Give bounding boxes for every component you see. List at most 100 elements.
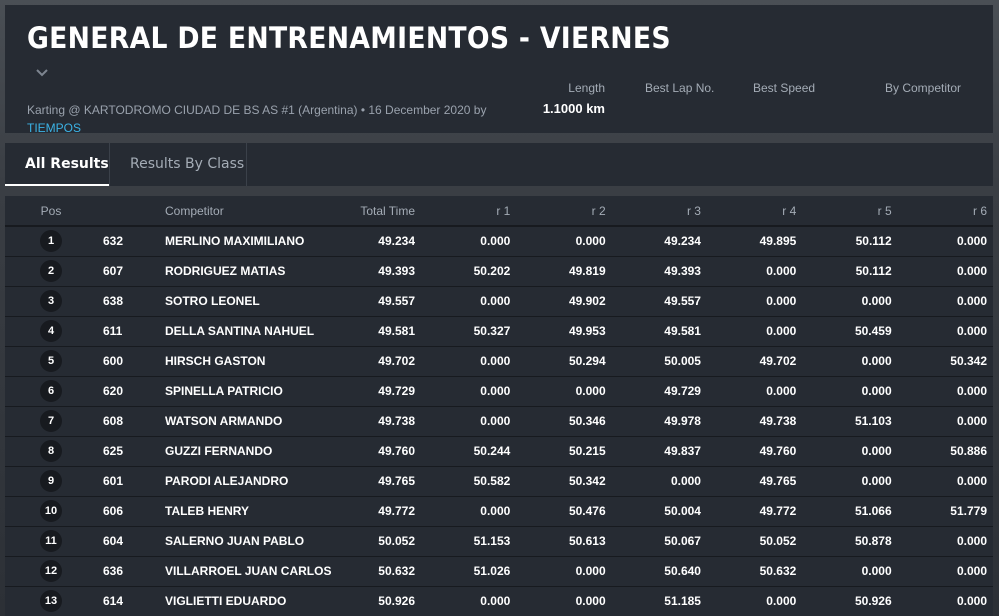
tab-results-by-class[interactable]: Results By Class — [109, 143, 247, 186]
header-pos[interactable]: Pos — [5, 196, 97, 227]
table-row[interactable]: 9 601 PARODI ALEJANDRO 49.765 50.582 50.342 0.… — [5, 466, 993, 497]
results-table: Pos Competitor Total Time r 1 r 2 r 3 r … — [5, 196, 993, 616]
header-total-time[interactable]: Total Time — [349, 196, 421, 227]
cell-competitor[interactable]: HIRSCH GASTON — [159, 346, 349, 377]
cell-r3: 50.004 — [611, 496, 707, 527]
table-row[interactable]: 3 638 SOTRO LEONEL 49.557 0.000 49.902 49.557 0… — [5, 286, 993, 317]
cell-r5: 50.112 — [802, 256, 898, 287]
event-header: GENERAL DE ENTRENAMIENTOS - VIERNES Kart… — [5, 5, 993, 135]
cell-total-time: 49.234 — [349, 226, 421, 257]
cell-pos: 10 — [5, 496, 97, 527]
cell-competitor[interactable]: TALEB HENRY — [159, 496, 349, 527]
cell-r1: 50.327 — [421, 316, 517, 347]
cell-pos: 8 — [5, 436, 97, 467]
table-row[interactable]: 11 604 SALERNO JUAN PABLO 50.052 51.153 50.61… — [5, 526, 993, 557]
table-header-row: Pos Competitor Total Time r 1 r 2 r 3 r … — [5, 196, 993, 227]
cell-r2: 49.819 — [516, 256, 612, 287]
cell-total-time: 49.702 — [349, 346, 421, 377]
table-row[interactable]: 13 614 VIGLIETTI EDUARDO 50.926 0.000 0.000 51… — [5, 586, 993, 616]
cell-kart-number: 632 — [97, 226, 159, 257]
cell-r1: 51.153 — [421, 526, 517, 557]
table-row[interactable]: 2 607 RODRIGUEZ MATIAS 49.393 50.202 49.819 49… — [5, 256, 993, 287]
cell-competitor[interactable]: GUZZI FERNANDO — [159, 436, 349, 467]
header-r5[interactable]: r 5 — [802, 196, 898, 227]
cell-r4: 0.000 — [706, 256, 803, 287]
cell-pos: 6 — [5, 376, 97, 407]
cell-r6: 0.000 — [897, 526, 993, 557]
cell-r2: 49.902 — [516, 286, 612, 317]
cell-kart-number: 606 — [97, 496, 159, 527]
cell-kart-number: 638 — [97, 286, 159, 317]
cell-total-time: 49.760 — [349, 436, 421, 467]
table-row[interactable]: 8 625 GUZZI FERNANDO 49.760 50.244 50.215 49.8… — [5, 436, 993, 467]
cell-r3: 0.000 — [611, 466, 707, 497]
header-competitor[interactable]: Competitor — [159, 196, 349, 227]
stat-best-speed-label: Best Speed — [753, 81, 816, 95]
table-row[interactable]: 1 632 MERLINO MAXIMILIANO 49.234 0.000 0.000 4… — [5, 226, 993, 257]
cell-pos: 1 — [5, 226, 97, 257]
cell-competitor[interactable]: MERLINO MAXIMILIANO — [159, 226, 349, 257]
cell-r3: 49.729 — [611, 376, 707, 407]
cell-competitor[interactable]: SPINELLA PATRICIO — [159, 376, 349, 407]
cell-total-time: 49.738 — [349, 406, 421, 437]
organizer-link[interactable]: TIEMPOS — [27, 121, 82, 135]
stat-length-value: 1.1000 km — [542, 101, 605, 116]
chevron-down-icon[interactable] — [35, 68, 51, 82]
stat-length: Length 1.1000 km — [525, 81, 605, 116]
cell-kart-number: 600 — [97, 346, 159, 377]
cell-r6: 0.000 — [897, 226, 993, 257]
cell-competitor[interactable]: VIGLIETTI EDUARDO — [159, 586, 349, 616]
cell-pos: 7 — [5, 406, 97, 437]
cell-pos: 12 — [5, 556, 97, 587]
event-subtitle: Karting @ KARTODROMO CIUDAD DE BS AS #1 … — [27, 101, 507, 137]
table-row[interactable]: 10 606 TALEB HENRY 49.772 0.000 50.476 50.004 4… — [5, 496, 993, 527]
tab-all-results[interactable]: All Results — [5, 143, 109, 186]
cell-r5: 50.459 — [802, 316, 898, 347]
table-row[interactable]: 6 620 SPINELLA PATRICIO 49.729 0.000 0.000 49.… — [5, 376, 993, 407]
header-r2[interactable]: r 2 — [516, 196, 612, 227]
cell-r6: 0.000 — [897, 586, 993, 616]
cell-r6: 50.886 — [897, 436, 993, 467]
cell-competitor[interactable]: PARODI ALEJANDRO — [159, 466, 349, 497]
cell-r6: 0.000 — [897, 406, 993, 437]
header-r1[interactable]: r 1 — [421, 196, 517, 227]
header-r6[interactable]: r 6 — [897, 196, 993, 227]
cell-r5: 0.000 — [802, 436, 898, 467]
cell-pos: 4 — [5, 316, 97, 347]
cell-total-time: 50.926 — [349, 586, 421, 616]
cell-r1: 0.000 — [421, 406, 517, 437]
cell-kart-number: 611 — [97, 316, 159, 347]
header-r3[interactable]: r 3 — [611, 196, 707, 227]
cell-r2: 0.000 — [516, 376, 612, 407]
cell-r4: 0.000 — [706, 586, 803, 616]
cell-competitor[interactable]: DELLA SANTINA NAHUEL — [159, 316, 349, 347]
table-row[interactable]: 12 636 VILLARROEL JUAN CARLOS 50.632 51.026 0… — [5, 556, 993, 587]
results-body: 1 632 MERLINO MAXIMILIANO 49.234 0.000 0.000 4… — [5, 226, 993, 616]
table-row[interactable]: 5 600 HIRSCH GASTON 49.702 0.000 50.294 50.005… — [5, 346, 993, 377]
cell-r6: 0.000 — [897, 256, 993, 287]
cell-competitor[interactable]: SALERNO JUAN PABLO — [159, 526, 349, 557]
cell-r2: 50.476 — [516, 496, 612, 527]
cell-pos: 11 — [5, 526, 97, 557]
cell-r1: 0.000 — [421, 286, 517, 317]
cell-pos: 9 — [5, 466, 97, 497]
table-row[interactable]: 7 608 WATSON ARMANDO 49.738 0.000 50.346 49.97… — [5, 406, 993, 437]
stat-best-lap: Best Lap No. — [645, 81, 725, 95]
page-title: GENERAL DE ENTRENAMIENTOS - VIERNES — [27, 21, 671, 55]
cell-total-time: 49.772 — [349, 496, 421, 527]
cell-competitor[interactable]: SOTRO LEONEL — [159, 286, 349, 317]
position-badge: 10 — [40, 500, 62, 522]
cell-competitor[interactable]: RODRIGUEZ MATIAS — [159, 256, 349, 287]
cell-r3: 49.581 — [611, 316, 707, 347]
table-row[interactable]: 4 611 DELLA SANTINA NAHUEL 49.581 50.327 49.9… — [5, 316, 993, 347]
cell-competitor[interactable]: VILLARROEL JUAN CARLOS — [159, 556, 349, 587]
position-badge: 8 — [40, 440, 62, 462]
cell-competitor[interactable]: WATSON ARMANDO — [159, 406, 349, 437]
cell-r1: 51.026 — [421, 556, 517, 587]
cell-kart-number: 607 — [97, 256, 159, 287]
header-r4[interactable]: r 4 — [706, 196, 803, 227]
cell-r4: 49.895 — [706, 226, 803, 257]
cell-kart-number: 608 — [97, 406, 159, 437]
stat-by-competitor-label: By Competitor — [885, 81, 962, 95]
cell-r2: 50.215 — [516, 436, 612, 467]
